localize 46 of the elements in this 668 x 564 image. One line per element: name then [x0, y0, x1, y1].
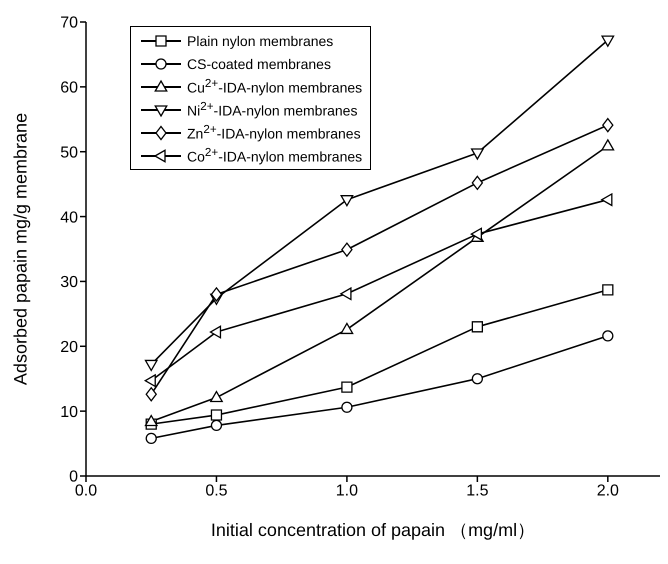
- point: [210, 287, 222, 302]
- point: [210, 420, 222, 432]
- y-tick-label: 70: [60, 14, 78, 32]
- point: [210, 409, 222, 421]
- legend-label: CS-coated membranes: [187, 56, 331, 72]
- point: [470, 228, 482, 240]
- legend-label: Cu$^{2+}$-IDA-nylon membranes: [187, 77, 362, 96]
- point: [470, 148, 484, 160]
- point: [144, 360, 158, 372]
- y-tick-label: 10: [60, 404, 78, 421]
- x-axis-title: Initial concentration of papain （mg/ml）: [210, 520, 536, 540]
- x-tick-label: 1.0: [336, 482, 358, 500]
- y-axis-title: Adsorbed papain mg/g membrane: [10, 112, 30, 386]
- point: [472, 373, 484, 384]
- legend-label: Zn$^{2+}$-IDA-nylon membranes: [187, 123, 361, 142]
- point: [146, 387, 157, 402]
- point: [144, 414, 158, 426]
- x-tick-label: 0.5: [205, 482, 228, 500]
- x-tick-label: 2.0: [596, 482, 620, 500]
- y-tick-label: 20: [60, 338, 78, 356]
- point: [472, 176, 484, 190]
- y-tick-label: 30: [60, 274, 78, 292]
- point: [601, 36, 614, 47]
- point: [341, 402, 353, 413]
- point: [602, 284, 614, 296]
- point: [602, 118, 614, 132]
- point: [210, 326, 222, 338]
- point: [472, 321, 484, 332]
- y-tick-label: 50: [60, 144, 78, 162]
- point: [340, 287, 352, 300]
- x-tick-label: 1.5: [466, 482, 489, 500]
- point: [210, 390, 223, 402]
- point: [602, 330, 614, 342]
- point: [340, 195, 354, 206]
- point: [340, 322, 354, 334]
- legend-label: Plain nylon membranes: [187, 32, 334, 48]
- point: [601, 193, 612, 206]
- point: [144, 374, 156, 388]
- y-tick-label: 40: [60, 209, 78, 226]
- point: [146, 432, 157, 444]
- point: [341, 242, 353, 257]
- legend-label: Ni$^{2+}$-IDA-nylon membranes: [187, 100, 358, 119]
- y-tick-label: 60: [60, 80, 78, 97]
- legend-label: Co$^{2+}$-IDA-nylon membranes: [187, 146, 362, 165]
- point: [601, 139, 614, 151]
- point: [341, 381, 353, 393]
